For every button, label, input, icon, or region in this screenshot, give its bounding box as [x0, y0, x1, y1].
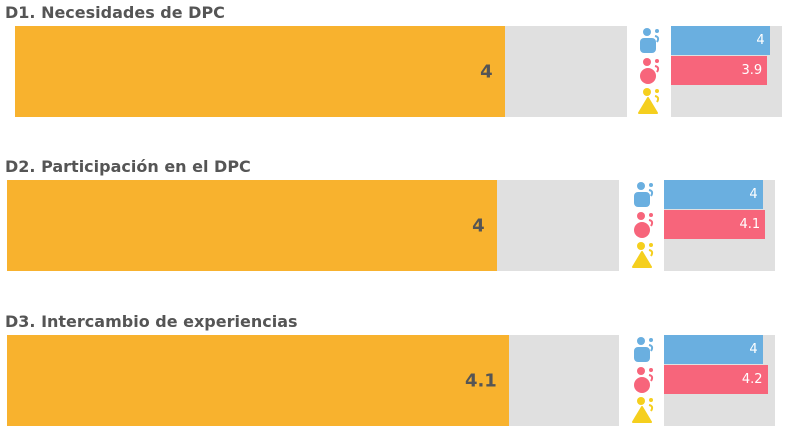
overall-bar: 4 [15, 26, 505, 117]
blue-group-bar: 4 [664, 180, 763, 209]
group-bars-track: 4 4.2 [664, 335, 775, 426]
overall-value-label: 4 [480, 61, 493, 82]
red-group-bar: 4.1 [664, 210, 766, 239]
red-group-bar: 3.9 [671, 56, 768, 85]
yellow-group-icon [630, 396, 662, 425]
group-icons [630, 180, 662, 271]
red-group-icon [630, 366, 662, 395]
overall-value-label: 4 [472, 215, 485, 236]
blue-group-bar: 4 [664, 335, 763, 364]
group-icons [630, 335, 662, 426]
overall-bar: 4.1 [7, 335, 509, 426]
category-title: D3. Intercambio de experiencias [5, 312, 298, 331]
category-title: D2. Participación en el DPC [5, 157, 251, 176]
red-group-bar: 4.2 [664, 365, 768, 394]
blue-group-bar: 4 [671, 26, 770, 55]
blue-group-icon [630, 181, 662, 210]
category-title: D1. Necesidades de DPC [5, 3, 225, 22]
blue-group-icon [630, 336, 662, 365]
overall-bar: 4 [7, 180, 497, 271]
yellow-group-icon [630, 241, 662, 270]
group-bars-track: 4 4.1 [664, 180, 775, 271]
overall-bar-track: 4 [7, 180, 619, 271]
group-icons [636, 26, 668, 117]
overall-bar-track: 4.1 [7, 335, 619, 426]
red-group-icon [636, 57, 668, 86]
red-group-icon [630, 211, 662, 240]
group-bars-track: 4 3.9 [671, 26, 782, 117]
overall-value-label: 4.1 [464, 370, 497, 391]
yellow-group-icon [636, 87, 668, 116]
blue-group-icon [636, 27, 668, 56]
overall-bar-track: 4 [15, 26, 627, 117]
